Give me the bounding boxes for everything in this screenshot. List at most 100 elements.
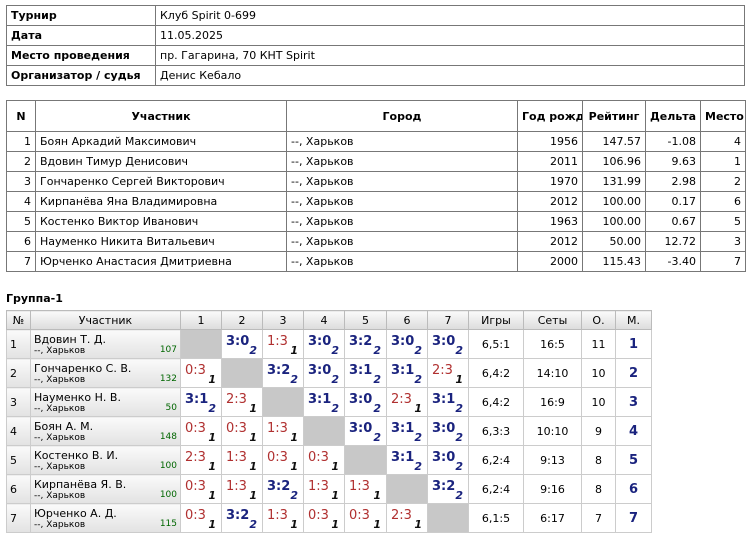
score: 3:1	[391, 363, 415, 378]
games: 6,3:3	[468, 416, 524, 446]
match-points: 1	[208, 431, 216, 444]
match-points: 2	[290, 489, 298, 502]
sets: 10:10	[523, 416, 582, 446]
info-value: 11.05.2025	[155, 25, 745, 46]
result-cell: 0:3 1	[180, 358, 222, 388]
info-label: Турнир	[6, 5, 156, 26]
cell: 115.43	[582, 251, 646, 272]
score: 1:3	[226, 479, 247, 494]
games: 6,5:1	[468, 329, 524, 359]
games: 6,4:2	[468, 358, 524, 388]
info-label: Дата	[6, 25, 156, 46]
player-cell: Гончаренко С. В. --, Харьков 132	[30, 358, 181, 388]
result-cell: 3:0 2	[221, 329, 263, 359]
result-cell: 3:0 2	[344, 416, 387, 446]
cell: Боян Аркадий Максимович	[35, 131, 287, 152]
player-cell: Юрченко А. Д. --, Харьков 115	[30, 503, 181, 533]
score: 1:3	[308, 479, 329, 494]
cell: -1.08	[645, 131, 701, 152]
sets: 16:9	[523, 387, 582, 417]
result-cell: 3:1 2	[303, 387, 345, 417]
cell: --, Харьков	[286, 151, 518, 172]
score: 0:3	[185, 508, 206, 523]
score: 3:0	[308, 334, 332, 349]
match-points: 2	[414, 373, 422, 386]
match-points: 1	[249, 460, 257, 473]
sets: 9:13	[523, 445, 582, 475]
player-row: 7 Юрченко Анастасия Дмитриевна --, Харьков…	[6, 251, 746, 272]
player-name: Боян А. М.	[34, 420, 94, 433]
match-points: 1	[208, 460, 216, 473]
match-points: 1	[455, 373, 463, 386]
games: 6,2:4	[468, 474, 524, 504]
result-cell: 2:3 1	[427, 358, 469, 388]
score: 3:1	[349, 363, 373, 378]
result-cell: 0:3 1	[262, 445, 304, 475]
match-points: 2	[290, 373, 298, 386]
cell: --, Харьков	[286, 131, 518, 152]
group-row: 2 Гончаренко С. В. --, Харьков 132 0:3 1 3:2 2 3…	[6, 358, 652, 388]
result-cell: 3:0 2	[427, 445, 469, 475]
info-table: Турнир Клуб Spirit 0-699 Дата 11.05.2025 Мес…	[6, 5, 745, 86]
match-points: 2	[373, 402, 381, 415]
self-cell	[221, 358, 263, 388]
score: 1:3	[267, 508, 288, 523]
games: 6,4:2	[468, 387, 524, 417]
score: 1:3	[267, 334, 288, 349]
place: 4	[615, 416, 652, 446]
total-points: 8	[581, 474, 616, 504]
result-cell: 3:0 2	[344, 387, 387, 417]
score: 1:3	[267, 421, 288, 436]
place: 3	[615, 387, 652, 417]
match-points: 1	[373, 518, 381, 531]
player-city: --, Харьков	[34, 433, 86, 443]
total-points: 10	[581, 358, 616, 388]
cell: --, Харьков	[286, 171, 518, 192]
player-cell: Боян А. М. --, Харьков 148	[30, 416, 181, 446]
player-row: 4 Кирпанёва Яна Владимировна --, Харьков 20…	[6, 191, 746, 212]
player-row: 3 Гончаренко Сергей Викторович --, Харьков…	[6, 171, 746, 192]
match-points: 2	[331, 344, 339, 357]
column-header: Место	[700, 100, 746, 132]
total-points: 11	[581, 329, 616, 359]
column-header: Игры	[468, 310, 524, 330]
score: 3:0	[226, 334, 250, 349]
cell: 1970	[517, 171, 583, 192]
cell: 106.96	[582, 151, 646, 172]
column-header: 7	[427, 310, 469, 330]
result-cell: 1:3 1	[344, 474, 387, 504]
player-city: --, Харьков	[34, 404, 86, 414]
group-row: 5 Костенко В. И. --, Харьков 100 2:3 1 1:3 1 0:3…	[6, 445, 652, 475]
player-row: 5 Костенко Виктор Иванович --, Харьков 1963…	[6, 211, 746, 232]
match-points: 1	[331, 489, 339, 502]
result-cell: 3:2 2	[344, 329, 387, 359]
player-rating: 148	[159, 432, 177, 442]
player-city: --, Харьков	[34, 520, 86, 530]
match-points: 2	[208, 402, 216, 415]
match-points: 1	[414, 402, 422, 415]
group-title: Группа-1	[6, 292, 63, 305]
player-row: 6 Науменко Никита Витальевич --, Харьков 20…	[6, 231, 746, 252]
score: 2:3	[226, 392, 247, 407]
score: 0:3	[349, 508, 370, 523]
cell: 100.00	[582, 211, 646, 232]
match-points: 1	[208, 373, 216, 386]
group-row: 1 Вдовин Т. Д. --, Харьков 107 3:0 2 1:3 1 3:0 2 3…	[6, 329, 652, 359]
result-cell: 0:3 1	[180, 474, 222, 504]
column-header: N	[6, 100, 36, 132]
cell: 100.00	[582, 191, 646, 212]
result-cell: 3:2 2	[427, 474, 469, 504]
column-header: Год рожд.	[517, 100, 583, 132]
match-points: 1	[331, 460, 339, 473]
cell: 2	[700, 171, 746, 192]
score: 3:0	[432, 421, 456, 436]
score: 3:0	[349, 392, 373, 407]
score: 0:3	[267, 450, 288, 465]
result-cell: 3:1 2	[180, 387, 222, 417]
row-number: 4	[6, 416, 31, 446]
cell: Костенко Виктор Иванович	[35, 211, 287, 232]
games: 6,2:4	[468, 445, 524, 475]
result-cell: 3:1 2	[427, 387, 469, 417]
cell: Вдовин Тимур Денисович	[35, 151, 287, 172]
group-row: 6 Кирпанёва Я. В. --, Харьков 100 0:3 1 1:3 1 3:…	[6, 474, 652, 504]
